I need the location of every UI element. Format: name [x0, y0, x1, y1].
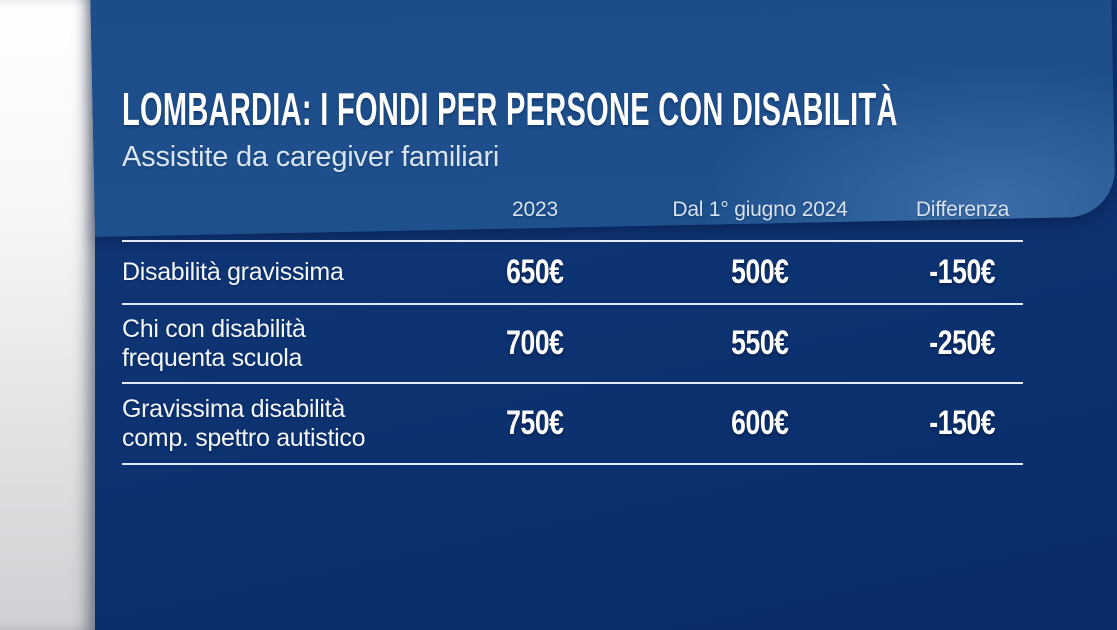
table-row: Chi con disabilità frequenta scuola 700€… — [122, 305, 1023, 384]
page-edge-strip — [0, 0, 95, 630]
column-header-dal-giugno-2024: Dal 1° giugno 2024 — [672, 198, 848, 221]
table-row: Disabilità gravissima 650€ 500€ -150€ — [122, 242, 1023, 305]
row-label-line: frequenta scuola — [122, 343, 303, 372]
page-subtitle: Assistite da caregiver familiari — [122, 141, 500, 173]
row-label-line: Chi con disabilità — [122, 315, 306, 343]
value-2023: 750€ — [506, 404, 564, 442]
value-differenza: -150€ — [929, 404, 996, 442]
page-title: LOMBARDIA: I FONDI PER PERSONE CON DISAB… — [122, 83, 898, 135]
row-label-line: Disabilità gravissima — [122, 258, 344, 287]
table-row: Gravissima disabilità comp. spettro auti… — [122, 384, 1023, 465]
value-2023: 650€ — [506, 253, 564, 291]
funds-table: 2023 Dal 1° giugno 2024 Differenza Disab… — [122, 190, 1023, 465]
column-header-2023: 2023 — [512, 198, 558, 221]
table-header-row: 2023 Dal 1° giugno 2024 Differenza — [122, 190, 1023, 242]
value-giugno-2024: 500€ — [731, 253, 789, 291]
value-differenza: -250€ — [929, 324, 996, 362]
row-label: Gravissima disabilità comp. spettro auti… — [122, 384, 452, 463]
row-label-line: Gravissima disabilità — [122, 395, 345, 423]
row-label: Chi con disabilità frequenta scuola — [122, 305, 452, 382]
value-giugno-2024: 550€ — [731, 324, 789, 362]
column-header-differenza: Differenza — [915, 198, 1010, 221]
header-block: LOMBARDIA: I FONDI PER PERSONE CON DISAB… — [122, 86, 1062, 174]
row-label: Disabilità gravissima — [122, 242, 452, 303]
value-differenza: -150€ — [929, 253, 996, 291]
value-2023: 700€ — [506, 324, 564, 362]
row-label-line: comp. spettro autistico — [122, 423, 366, 452]
column-header-empty — [122, 190, 452, 240]
value-giugno-2024: 600€ — [731, 404, 789, 442]
